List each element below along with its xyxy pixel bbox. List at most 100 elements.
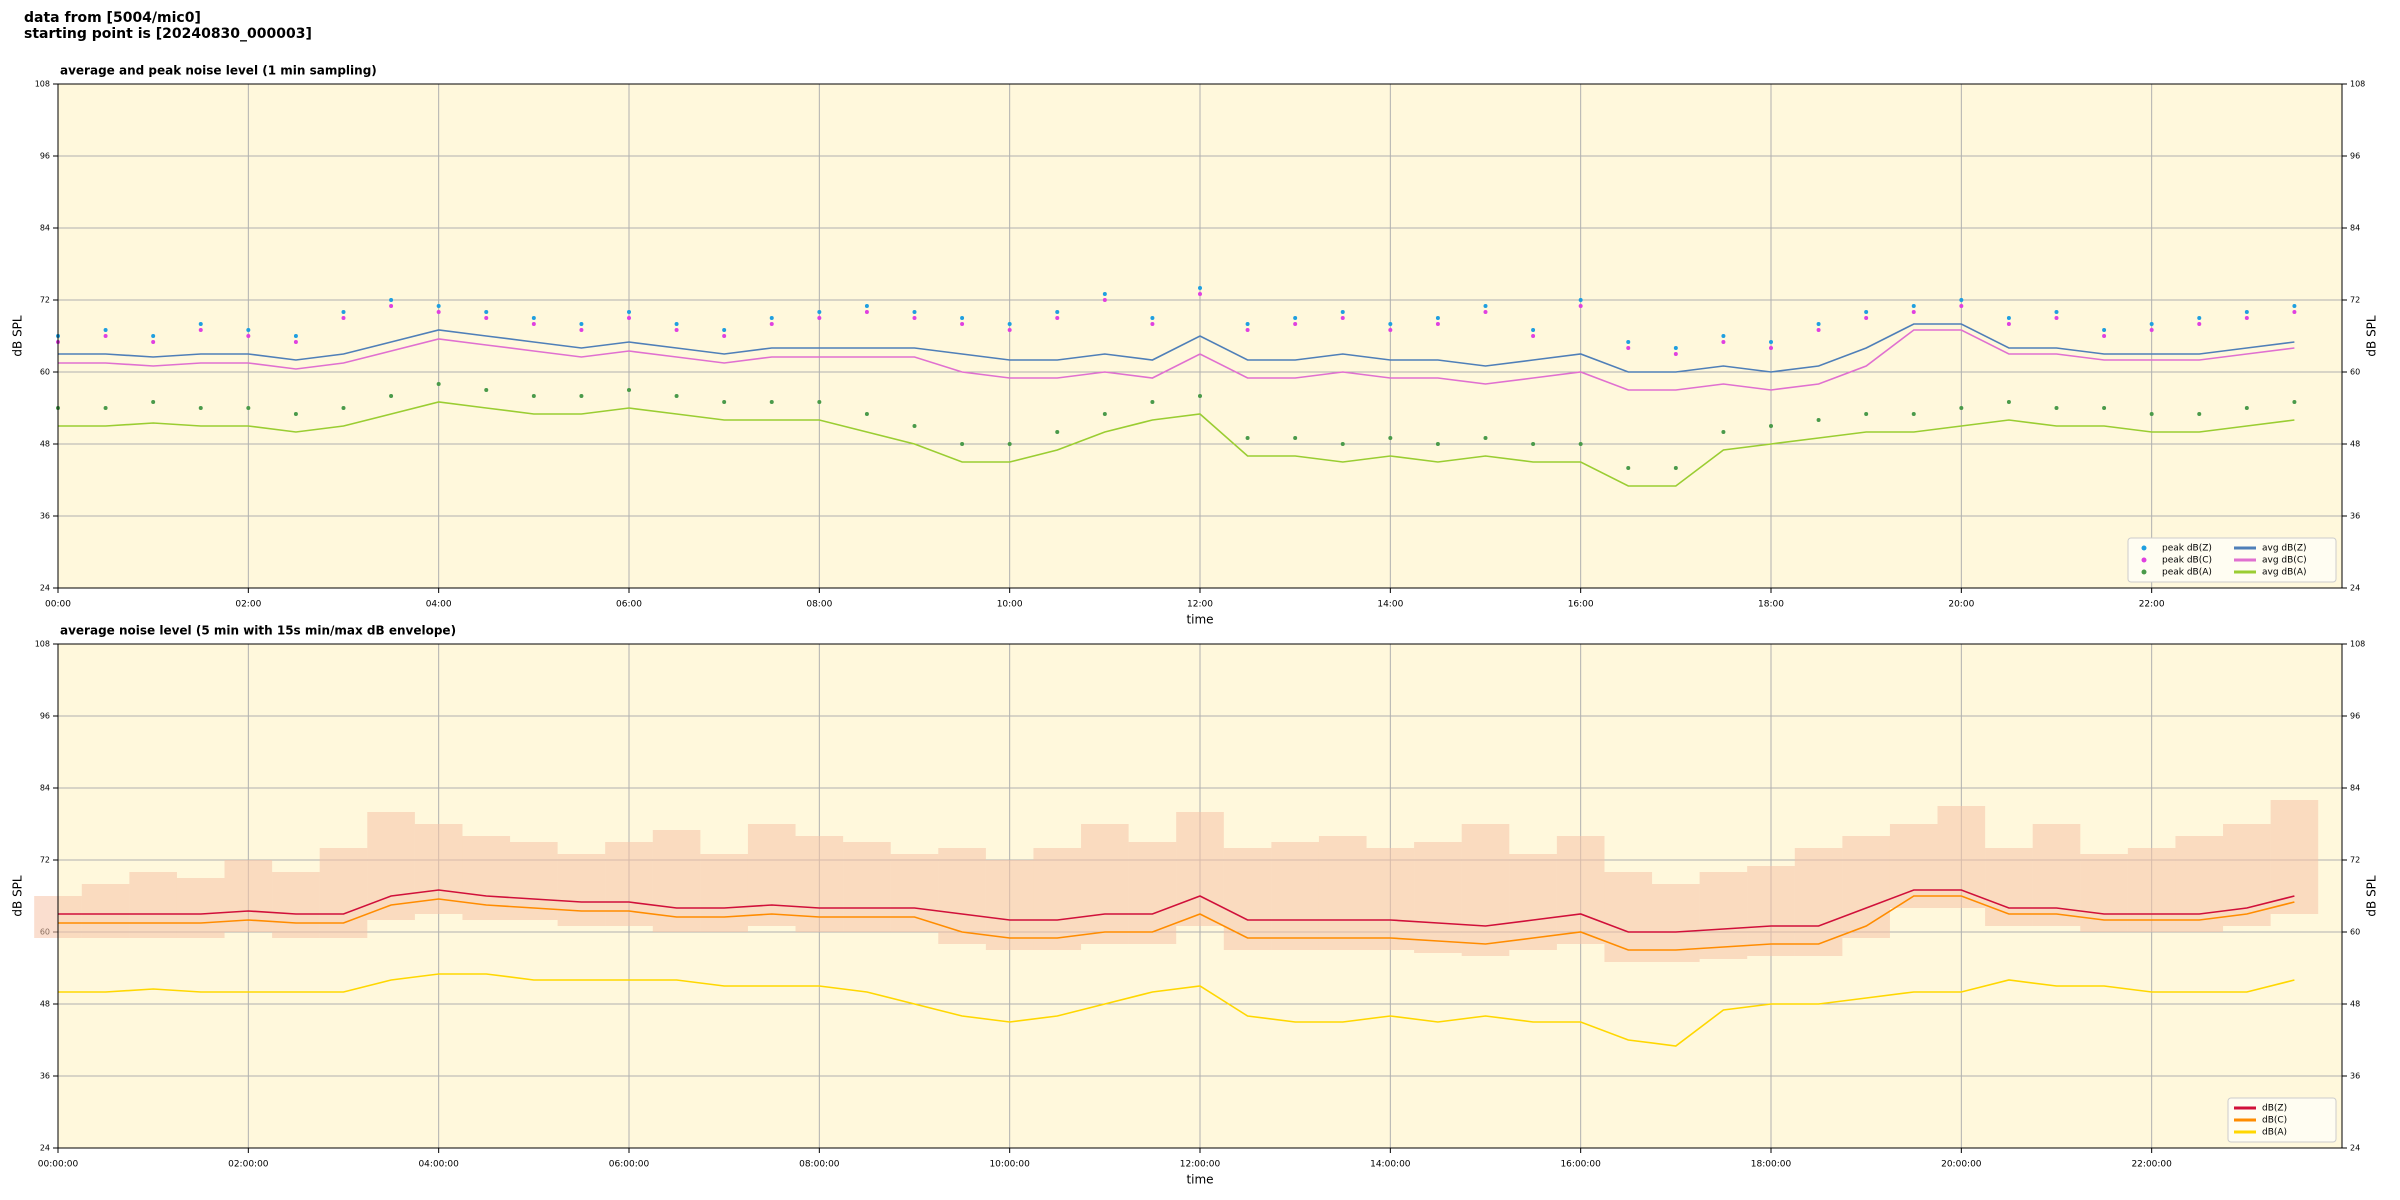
chart-title: average and peak noise level (1 min samp… xyxy=(60,64,377,78)
x-tick-label: 02:00 xyxy=(235,600,261,610)
peak-point xyxy=(1911,304,1916,308)
peak-point xyxy=(1626,346,1631,350)
peak-point xyxy=(2102,328,2107,332)
peak-point xyxy=(674,328,679,332)
envelope-band xyxy=(1937,806,1986,908)
peak-point xyxy=(151,334,156,338)
envelope-band xyxy=(462,836,511,920)
peak-point xyxy=(2149,328,2154,332)
peak-point xyxy=(1245,322,1250,326)
peak-point xyxy=(1388,322,1393,326)
x-tick-label: 12:00:00 xyxy=(1180,1160,1221,1170)
peak-point xyxy=(2054,310,2059,314)
peak-point xyxy=(1435,322,1440,326)
legend-label: peak dB(Z) xyxy=(2162,544,2212,554)
envelope-band xyxy=(1604,872,1653,962)
envelope-band xyxy=(319,848,368,938)
x-tick-label: 04:00:00 xyxy=(418,1160,459,1170)
peak-point xyxy=(1483,436,1488,440)
envelope-band xyxy=(1794,848,1843,956)
legend-label: peak dB(C) xyxy=(2162,556,2212,566)
x-tick-label: 14:00:00 xyxy=(1370,1160,1411,1170)
peak-point xyxy=(436,382,441,386)
peak-point xyxy=(1578,442,1583,446)
y-tick-label: 24 xyxy=(40,1144,50,1153)
envelope-band xyxy=(367,812,415,920)
envelope-band xyxy=(938,848,986,944)
y-tick-label: 36 xyxy=(40,512,50,521)
peak-point xyxy=(1769,340,1773,344)
peak-point xyxy=(2244,310,2249,314)
peak-point xyxy=(2244,406,2249,410)
peak-point xyxy=(2006,316,2011,320)
y2-tick-label: 84 xyxy=(2350,784,2360,793)
peak-point xyxy=(1626,340,1631,344)
x-tick-label: 08:00 xyxy=(806,600,832,610)
peak-point xyxy=(2292,304,2297,308)
y2-tick-label: 36 xyxy=(2350,1072,2360,1081)
envelope-band xyxy=(1509,854,1557,950)
x-tick-label: 00:00 xyxy=(45,600,71,610)
peak-point xyxy=(531,316,536,320)
peak-point xyxy=(864,310,869,314)
peak-point xyxy=(817,310,822,314)
envelope-band xyxy=(1556,836,1605,944)
peak-point xyxy=(912,424,917,428)
x-tick-label: 06:00 xyxy=(616,600,642,610)
envelope-band xyxy=(1318,836,1367,950)
peak-point xyxy=(912,310,917,314)
peak-point xyxy=(1198,394,1202,398)
peak-point xyxy=(1531,334,1536,338)
envelope-band xyxy=(2032,824,2081,926)
legend-label: dB(C) xyxy=(2262,1116,2287,1126)
legend-swatch xyxy=(2141,569,2147,575)
peak-point xyxy=(1102,412,1107,416)
envelope-band xyxy=(700,854,748,932)
y-tick-label: 48 xyxy=(40,1000,50,1009)
x-tick-label: 08:00:00 xyxy=(799,1160,840,1170)
x-tick-label: 22:00 xyxy=(2139,600,2165,610)
peak-point xyxy=(722,328,727,332)
envelope-band xyxy=(2175,836,2224,932)
y2-tick-label: 96 xyxy=(2350,152,2360,161)
x-tick-label: 18:00 xyxy=(1758,600,1784,610)
peak-point xyxy=(2149,412,2154,416)
peak-point xyxy=(722,334,727,338)
envelope-band xyxy=(1033,848,1082,950)
y-tick-label: 48 xyxy=(40,440,50,449)
x-tick-label: 06:00:00 xyxy=(609,1160,650,1170)
peak-point xyxy=(1055,316,1060,320)
peak-point xyxy=(912,316,917,320)
y-tick-label: 108 xyxy=(35,80,50,89)
peak-point xyxy=(436,310,441,314)
envelope-band xyxy=(1747,866,1795,956)
peak-point xyxy=(1959,304,1964,308)
peak-point xyxy=(864,304,869,308)
x-tick-label: 04:00 xyxy=(426,600,452,610)
peak-point xyxy=(579,328,584,332)
peak-point xyxy=(1673,346,1678,350)
x-tick-label: 12:00 xyxy=(1187,600,1213,610)
y-tick-label: 108 xyxy=(35,640,50,649)
series-line xyxy=(58,895,2295,951)
envelope-band xyxy=(2270,800,2319,914)
peak-point xyxy=(1245,328,1250,332)
y-tick-label: 96 xyxy=(40,152,50,161)
legend-label: peak dB(A) xyxy=(2162,568,2212,578)
peak-point xyxy=(1340,316,1345,320)
y2-tick-label: 48 xyxy=(2350,1000,2360,1009)
peak-point xyxy=(341,310,346,314)
peak-point xyxy=(817,316,822,320)
y2-tick-label: 84 xyxy=(2350,224,2360,233)
envelope-band xyxy=(1223,848,1272,950)
y2-tick-label: 60 xyxy=(2350,368,2360,377)
plot-frame xyxy=(57,83,2343,589)
peak-point xyxy=(293,340,298,344)
peak-point xyxy=(389,394,394,398)
x-axis-label: time xyxy=(1186,613,1213,627)
y-tick-label: 84 xyxy=(40,784,50,793)
x-tick-label: 16:00:00 xyxy=(1560,1160,1601,1170)
envelope-band xyxy=(843,842,891,932)
peak-point xyxy=(1150,322,1155,326)
peak-point xyxy=(1959,406,1964,410)
